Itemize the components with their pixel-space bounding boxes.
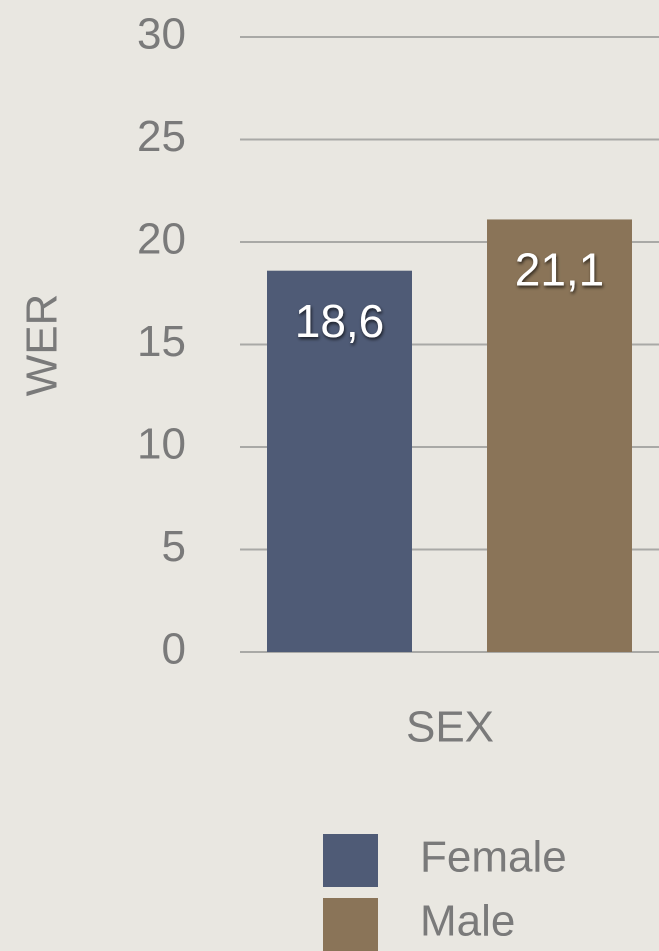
legend-swatch [323,834,378,887]
bar [267,270,412,652]
value-label: 21,1 [515,244,605,296]
y-tick-label: 25 [137,112,186,161]
y-axis-label: WER [18,294,67,397]
value-label: 18,6 [295,295,385,347]
y-tick-label: 5 [162,522,186,571]
y-tick-label: 0 [162,625,186,674]
legend-label: Male [420,897,515,946]
y-tick-label: 10 [137,420,186,469]
y-tick-label: 15 [137,317,186,366]
y-tick-label: 20 [137,215,186,264]
y-tick-label: 30 [137,10,186,59]
legend-swatch [323,898,378,951]
legend-label: Female [420,833,567,882]
bar [487,219,632,652]
x-axis-label: SEX [406,703,494,752]
